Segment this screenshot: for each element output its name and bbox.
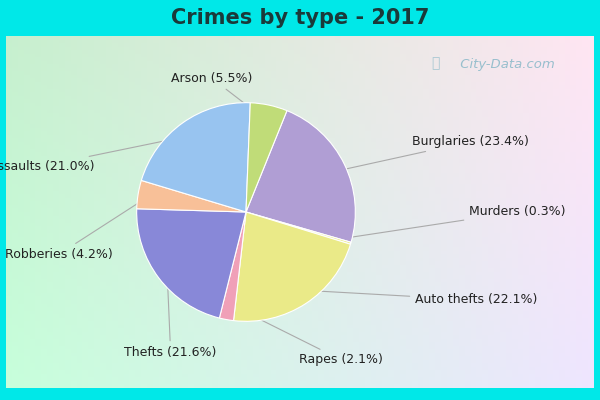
Text: Robberies (4.2%): Robberies (4.2%) [5, 198, 146, 261]
Wedge shape [246, 103, 287, 212]
Text: Arson (5.5%): Arson (5.5%) [171, 72, 266, 120]
Text: ⓘ: ⓘ [431, 57, 439, 71]
Wedge shape [137, 209, 246, 318]
Wedge shape [233, 212, 350, 321]
Wedge shape [246, 212, 351, 244]
Text: City-Data.com: City-Data.com [457, 58, 555, 71]
Wedge shape [142, 103, 250, 212]
Text: Crimes by type - 2017: Crimes by type - 2017 [171, 8, 429, 28]
Text: Assaults (21.0%): Assaults (21.0%) [0, 136, 187, 173]
Wedge shape [137, 180, 246, 212]
Text: Auto thefts (22.1%): Auto thefts (22.1%) [302, 290, 538, 306]
Text: Burglaries (23.4%): Burglaries (23.4%) [337, 135, 529, 171]
Text: Rapes (2.1%): Rapes (2.1%) [230, 304, 383, 366]
Wedge shape [220, 212, 246, 321]
Text: Thefts (21.6%): Thefts (21.6%) [124, 270, 217, 359]
Text: Murders (0.3%): Murders (0.3%) [343, 206, 566, 238]
Wedge shape [246, 111, 355, 242]
